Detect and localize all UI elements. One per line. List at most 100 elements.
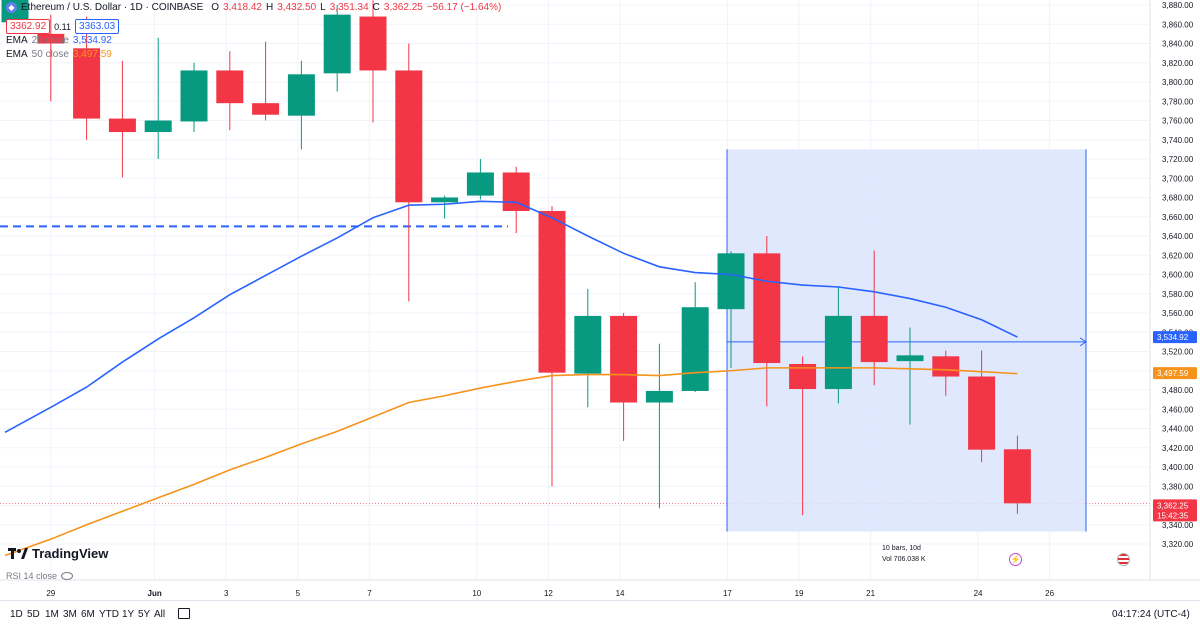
candle-body — [431, 197, 459, 203]
timeframe-5d[interactable]: 5D — [27, 609, 40, 620]
candle-body — [753, 253, 781, 364]
ohlc-close-label: C — [372, 2, 380, 13]
price-tick-label: 3,640.00 — [1162, 232, 1194, 241]
candle-body — [466, 172, 494, 196]
time-tick-label: 29 — [46, 589, 55, 598]
price-tick-label: 3,600.00 — [1162, 271, 1194, 280]
time-tick-label: 24 — [974, 589, 983, 598]
ema20-params: 20 close — [31, 35, 69, 46]
price-tick-label: 3,700.00 — [1162, 174, 1194, 183]
ohlc-low-label: L — [320, 2, 326, 13]
eye-icon[interactable] — [61, 572, 74, 580]
rsi-legend[interactable]: RSI 14 close — [6, 571, 74, 581]
timeframe-all[interactable]: All — [154, 609, 166, 620]
price-tick-label: 3,340.00 — [1162, 521, 1194, 530]
time-tick-label: 5 — [296, 589, 301, 598]
ethereum-icon: ◆ — [6, 2, 17, 13]
candle-body — [395, 70, 423, 203]
candle-body — [610, 315, 638, 403]
candle-body — [860, 315, 888, 363]
candle-body — [144, 120, 172, 133]
ohlc-open-label: O — [211, 2, 220, 13]
candle-body — [645, 390, 673, 403]
price-tick-label: 3,480.00 — [1162, 386, 1194, 395]
price-tick-label: 3,420.00 — [1162, 444, 1194, 453]
price-tick-label: 3,400.00 — [1162, 463, 1194, 472]
us-flag-icon[interactable] — [1117, 553, 1130, 566]
range-box — [726, 149, 1087, 532]
range-bars: 10 bars, 10d — [882, 545, 921, 552]
bottom-toolbar: 1D 5D 1M 3M 6M YTD 1Y 5Y All 04:17:24 (U… — [0, 600, 1200, 627]
price-tick-label: 3,320.00 — [1162, 540, 1194, 549]
ema50-name: EMA — [6, 49, 28, 60]
bid-ask-row: 3362.92 0.11 3363.03 — [6, 19, 120, 34]
ema20-legend[interactable]: EMA 20 close 3,534.92 — [6, 35, 112, 46]
candle-body — [574, 315, 602, 374]
tradingview-logo-text: TradingView — [32, 546, 109, 561]
price-tick-label: 3,440.00 — [1162, 425, 1194, 434]
candle-body — [108, 118, 136, 133]
ema50-price-label-bg — [1153, 367, 1197, 380]
time-tick-label: 14 — [616, 589, 625, 598]
price-tick-label: 3,800.00 — [1162, 78, 1194, 87]
last-price-label: 3,362.25 — [1157, 501, 1189, 510]
price-tick-label: 3,520.00 — [1162, 348, 1194, 357]
candle-body — [216, 70, 244, 104]
timeframe-ytd[interactable]: YTD — [99, 609, 119, 620]
price-tick-label: 3,820.00 — [1162, 59, 1194, 68]
time-tick-label: 10 — [472, 589, 481, 598]
candle-body — [37, 33, 65, 44]
countdown-label: 15:42:35 — [1157, 511, 1189, 520]
spread-value: 0.11 — [54, 21, 72, 32]
price-tick-label: 3,380.00 — [1162, 482, 1194, 491]
ema50-value: 3,497.59 — [72, 49, 112, 60]
ema20-line — [4, 200, 1018, 434]
time-tick-label: 21 — [866, 589, 875, 598]
price-tick-label: 3,880.00 — [1162, 1, 1194, 10]
price-tick-label: 3,840.00 — [1162, 40, 1194, 49]
candles — [1, 0, 1031, 516]
ohlc-open: 3,418.42 — [223, 2, 262, 13]
timeframe-3m[interactable]: 3M — [63, 609, 77, 620]
timeframe-1y[interactable]: 1Y — [122, 609, 135, 620]
range-info: 10 bars, 10d Vol 706.038 K — [882, 543, 942, 565]
candle-body — [824, 315, 852, 390]
ohlc-close: 3,362.25 — [383, 2, 423, 13]
price-tick-label: 3,780.00 — [1162, 97, 1194, 106]
ema50-legend[interactable]: EMA 50 close 3,497.59 — [6, 49, 112, 60]
time-tick-label: 26 — [1045, 589, 1054, 598]
clock[interactable]: 04:17:24 (UTC-4) — [1112, 609, 1190, 620]
timeframe-6m[interactable]: 6M — [81, 609, 95, 620]
candle-body — [252, 103, 280, 115]
price-axis: 3,320.003,340.003,360.003,380.003,400.00… — [1149, 0, 1194, 580]
time-axis: 2729Jun3571012141719212426 — [0, 579, 1200, 598]
price-chart[interactable]: 3,320.003,340.003,360.003,380.003,400.00… — [0, 0, 1200, 600]
candle-body — [932, 356, 960, 377]
ohlc-low: 3,351.34 — [329, 2, 369, 13]
ohlc-high: 3,432.50 — [277, 2, 317, 13]
time-tick-label: 7 — [367, 589, 372, 598]
candle-body — [180, 70, 208, 122]
ohlc-high-label: H — [266, 2, 274, 13]
ema20-name: EMA — [6, 35, 28, 46]
price-tick-label: 3,680.00 — [1162, 194, 1194, 203]
candle-body — [538, 210, 566, 373]
price-tick-label: 3,860.00 — [1162, 20, 1194, 29]
ema50-params: 50 close — [31, 49, 69, 60]
timeframe-1d[interactable]: 1D — [10, 609, 23, 620]
timeframe-5y[interactable]: 5Y — [138, 609, 151, 620]
lightning-icon[interactable]: ⚡ — [1009, 553, 1022, 566]
ema50-price-label: 3,497.59 — [1157, 369, 1189, 378]
bid-price[interactable]: 3362.92 — [6, 19, 51, 34]
candle-body — [968, 376, 996, 450]
timeframe-1m[interactable]: 1M — [45, 609, 59, 620]
date-range-icon[interactable] — [178, 608, 190, 619]
ask-price[interactable]: 3363.03 — [75, 19, 120, 34]
candle-body — [1003, 449, 1031, 504]
candle-body — [73, 48, 101, 119]
ema50-line — [4, 367, 1018, 557]
symbol-legend[interactable]: ◆ Ethereum / U.S. Dollar · 1D · COINBASE… — [6, 2, 501, 13]
price-tick-label: 3,620.00 — [1162, 251, 1194, 260]
